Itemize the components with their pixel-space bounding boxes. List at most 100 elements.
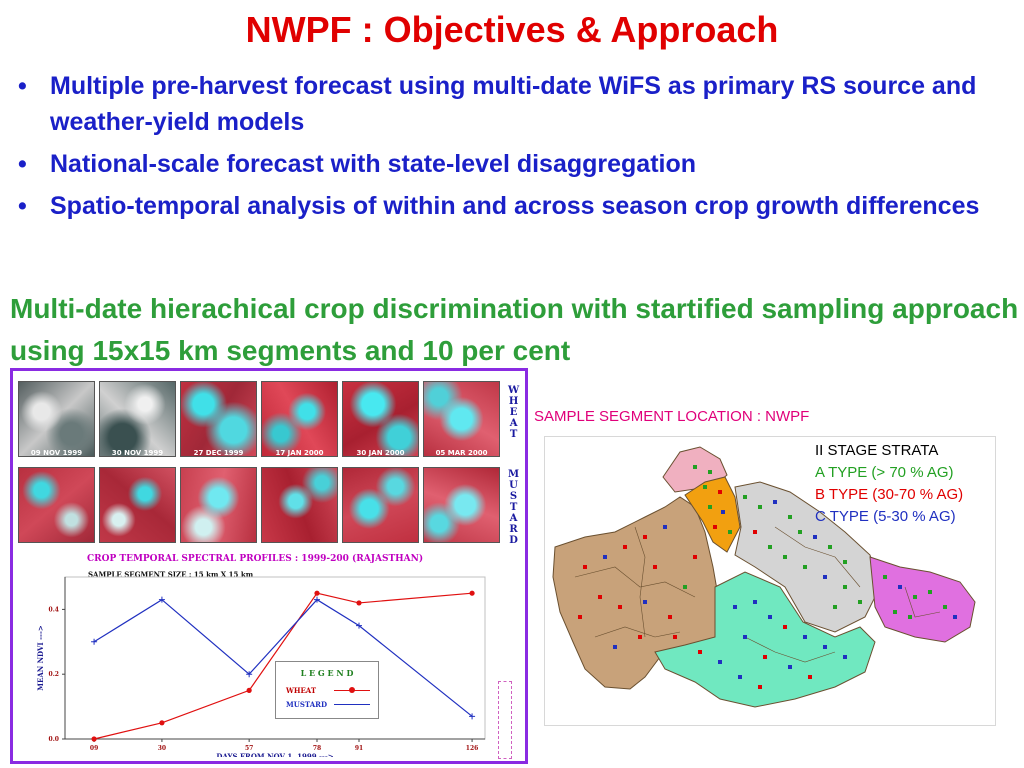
slide-title: NWPF : Objectives & Approach — [245, 9, 779, 50]
data-point-wheat — [91, 736, 97, 742]
segment-marker — [758, 685, 762, 689]
segment-marker — [638, 635, 642, 639]
bullet-dot-icon: • — [18, 192, 27, 220]
bullet-item: • Spatio-temporal analysis of within and … — [18, 188, 1008, 224]
segment-marker — [893, 610, 897, 614]
segment-marker — [733, 605, 737, 609]
bullet-text: National-scale forecast with state-level… — [50, 150, 697, 178]
approach-text: Multi-date hierachical crop discriminati… — [10, 293, 1019, 366]
decorative-strip — [498, 681, 512, 759]
segment-marker — [808, 675, 812, 679]
data-point-wheat — [314, 590, 320, 596]
segment-marker — [758, 505, 762, 509]
segment-marker — [788, 665, 792, 669]
profile-chart-legend: L E G E N D WHEAT MUSTARD — [275, 661, 379, 719]
wifs-image-mustard — [342, 467, 419, 543]
sample-segment-map — [544, 436, 996, 726]
map-region-mint — [654, 571, 876, 708]
data-point-mustard — [314, 596, 320, 603]
y-axis-label: MEAN NDVI ---> — [36, 625, 45, 691]
ndvi-profile-chart: 09 30 57 78 91 126 0.0 0.2 0.4 DAYS FROM NOV 1, 1… — [36, 576, 486, 757]
data-point-mustard — [356, 622, 362, 629]
segment-marker — [833, 605, 837, 609]
map-region-magenta — [869, 556, 976, 643]
segment-marker — [898, 585, 902, 589]
segment-marker — [618, 605, 622, 609]
data-point-mustard — [158, 596, 165, 603]
wifs-image-wheat — [18, 381, 95, 457]
wifs-image-mustard — [261, 467, 338, 543]
x-axis-label: DAYS FROM NOV 1, 1999 ---> — [216, 752, 333, 757]
x-tick-label: 57 — [245, 745, 253, 752]
map-region-gray — [734, 481, 881, 633]
segment-marker — [803, 635, 807, 639]
segment-marker — [843, 560, 847, 564]
segment-marker — [703, 485, 707, 489]
x-tick-label: 30 — [158, 745, 166, 752]
segment-marker — [693, 465, 697, 469]
segment-marker — [698, 650, 702, 654]
x-tick-label: 78 — [313, 745, 321, 752]
segment-marker — [708, 470, 712, 474]
legend-c-type: C TYPE (5-30 % AG) — [815, 508, 956, 525]
segment-marker — [598, 595, 602, 599]
x-tick-label: 126 — [466, 745, 479, 752]
wifs-image-mustard — [180, 467, 257, 543]
series-line-wheat — [93, 592, 473, 740]
map-legend: II STAGE STRATA A TYPE (> 70 % AG) B TYP… — [815, 440, 963, 528]
bullet-dot-icon: • — [18, 72, 27, 100]
segment-marker — [683, 585, 687, 589]
x-tick-label: 91 — [355, 745, 363, 752]
profile-chart-subtitle: SAMPLE SEGMENT SIZE : 15 km X 15 km — [88, 570, 254, 579]
district-boundaries — [574, 526, 941, 663]
image-date-label: 05 MAR 2000 — [435, 449, 488, 457]
mustard-side-label: M U S T A R D — [508, 469, 520, 546]
segment-marker — [753, 530, 757, 534]
legend-a-type: A TYPE (> 70 % AG) — [815, 464, 954, 481]
segment-marker — [718, 660, 722, 664]
segment-marker — [643, 535, 647, 539]
segment-marker — [753, 600, 757, 604]
y-tick-label: 0.0 — [49, 736, 59, 743]
data-point-mustard — [469, 713, 476, 720]
bullet-dot-icon: • — [18, 150, 27, 178]
segment-marker — [743, 495, 747, 499]
segment-marker — [743, 635, 747, 639]
segment-markers — [578, 465, 957, 689]
segment-marker — [783, 555, 787, 559]
segment-marker — [653, 565, 657, 569]
legend-label-mustard: MUSTARD — [286, 700, 328, 709]
segment-marker — [721, 510, 725, 514]
data-point-wheat — [159, 720, 165, 726]
segment-marker — [713, 525, 717, 529]
wifs-image-wheat — [423, 381, 500, 457]
segment-marker — [718, 490, 722, 494]
y-tick-label: 0.2 — [49, 671, 59, 678]
wifs-image-mustard — [99, 467, 176, 543]
segment-marker — [673, 635, 677, 639]
segment-marker — [768, 615, 772, 619]
segment-marker — [708, 505, 712, 509]
legend-label-wheat: WHEAT — [286, 686, 317, 695]
legend-b-type: B TYPE (30-70 % AG) — [815, 486, 964, 503]
wifs-image-mustard — [423, 467, 500, 543]
objectives-list: • Multiple pre-harvest forecast using mul… — [18, 68, 1008, 230]
segment-marker — [728, 530, 732, 534]
bullet-text: Multiple pre-harvest forecast using mult… — [50, 72, 977, 136]
segment-marker — [738, 675, 742, 679]
segment-marker — [773, 500, 777, 504]
bullet-item: • Multiple pre-harvest forecast using mul… — [18, 68, 1008, 140]
profile-chart-title: CROP TEMPORAL SPECTRAL PROFILES : 1999-2… — [87, 554, 424, 564]
segment-marker — [623, 545, 627, 549]
segment-marker — [693, 555, 697, 559]
segment-marker — [823, 645, 827, 649]
map-region-orange — [684, 476, 741, 553]
y-tick-label: 0.4 — [49, 606, 59, 613]
map-title: SAMPLE SEGMENT LOCATION : NWPF — [534, 408, 810, 425]
image-date-label: 09 NOV 1999 — [30, 449, 83, 457]
image-date-label: 30 NOV 1999 — [111, 449, 164, 457]
segment-marker — [763, 655, 767, 659]
segment-marker — [823, 575, 827, 579]
segment-marker — [843, 655, 847, 659]
segment-marker — [578, 615, 582, 619]
